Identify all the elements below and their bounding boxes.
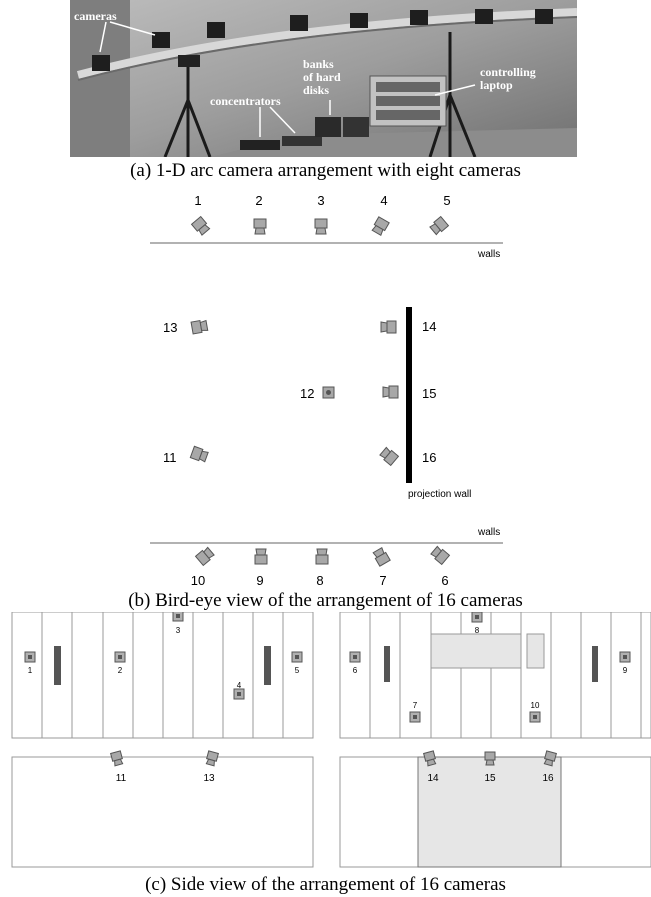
cam-num-14: 14 xyxy=(422,319,436,334)
side-num-14: 14 xyxy=(427,773,439,784)
camera-icon xyxy=(191,216,449,237)
side-num-1: 1 xyxy=(28,666,33,675)
camera-icon xyxy=(195,545,450,567)
cam-num-7: 7 xyxy=(379,573,386,588)
label-laptop-2: laptop xyxy=(480,78,513,92)
cam-num-8: 8 xyxy=(316,573,323,588)
side-num-5: 5 xyxy=(295,666,300,675)
side-num-6: 6 xyxy=(353,666,358,675)
side-num-9: 9 xyxy=(623,666,628,675)
cam-num-10: 10 xyxy=(191,573,205,588)
cam-num-15: 15 xyxy=(422,386,436,401)
caption-a: (a) 1-D arc camera arrangement with eigh… xyxy=(130,160,521,181)
cam-num-5: 5 xyxy=(443,193,450,208)
cam-num-12: 12 xyxy=(300,386,314,401)
label-cameras: cameras xyxy=(74,9,117,23)
side-num-11: 11 xyxy=(116,773,127,784)
side-num-4: 4 xyxy=(237,681,242,690)
caption-b: (b) Bird-eye view of the arrangement of … xyxy=(128,590,523,611)
side-num-3: 3 xyxy=(176,626,181,635)
bird-eye-diagram: 1 2 3 4 5 walls projection wall 13 14 12… xyxy=(150,193,503,588)
walls-bottom-label: walls xyxy=(477,527,500,538)
cam-num-13: 13 xyxy=(163,320,177,335)
cam-num-1: 1 xyxy=(194,193,201,208)
side-panel-left-bottom xyxy=(11,756,314,868)
camera-icon xyxy=(189,319,399,466)
label-banks-3: disks xyxy=(303,83,329,97)
side-num-8: 8 xyxy=(475,626,480,635)
side-panel-right-top xyxy=(339,612,651,739)
caption-c: (c) Side view of the arrangement of 16 c… xyxy=(145,874,506,895)
side-num-15: 15 xyxy=(484,773,496,784)
walls-top-label: walls xyxy=(477,249,500,260)
label-laptop-1: controlling xyxy=(480,65,536,79)
side-num-7: 7 xyxy=(413,701,418,710)
side-num-13: 13 xyxy=(203,773,215,784)
cam-num-9: 9 xyxy=(256,573,263,588)
cam-num-3: 3 xyxy=(317,193,324,208)
cam-num-6: 6 xyxy=(441,573,448,588)
side-num-2: 2 xyxy=(118,666,123,675)
side-num-10: 10 xyxy=(531,701,540,710)
side-num-16: 16 xyxy=(542,773,554,784)
projection-wall xyxy=(406,307,412,483)
cam-num-2: 2 xyxy=(255,193,262,208)
cam-num-4: 4 xyxy=(380,193,387,208)
projection-wall-label: projection wall xyxy=(408,489,471,500)
label-concentrators: concentrators xyxy=(210,94,281,108)
label-banks-1: banks xyxy=(303,57,334,71)
projection-area xyxy=(417,756,562,868)
cam-num-16: 16 xyxy=(422,450,436,465)
camera-rig-photo: cameras concentrators banks of hard disk… xyxy=(70,0,577,157)
side-view-diagram: 1 2 3 4 5 6 7 8 10 9 11 13 xyxy=(11,612,651,868)
label-banks-2: of hard xyxy=(303,70,341,84)
cam-num-11: 11 xyxy=(163,450,177,465)
